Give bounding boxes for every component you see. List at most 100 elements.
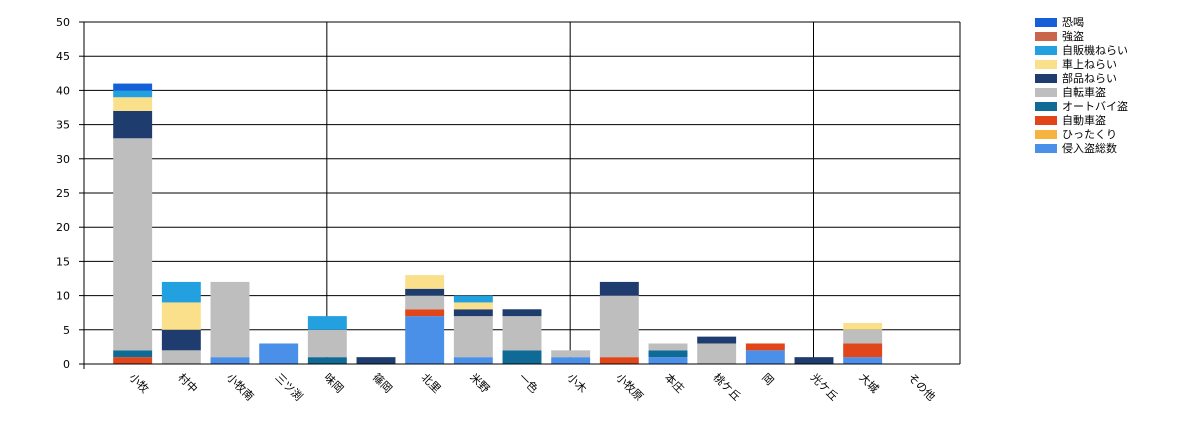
- legend-label: 車上ねらい: [1062, 58, 1117, 71]
- x-tick-label: 味岡: [321, 371, 346, 396]
- bar-segment: [745, 343, 785, 351]
- bar-segment: [113, 97, 153, 111]
- bar-segment: [405, 275, 445, 289]
- legend-item: 侵入盗総数: [1035, 141, 1128, 155]
- bar-segment: [551, 350, 591, 358]
- bar-segment: [161, 302, 201, 330]
- bar-segment: [697, 343, 737, 364]
- bar-segment: [405, 309, 445, 317]
- x-tick-label: 本庄: [662, 370, 687, 395]
- bar-segment: [453, 309, 493, 317]
- bar-segment: [453, 295, 493, 303]
- legend-label: 自動車盗: [1062, 114, 1106, 127]
- x-tick-label: 米野: [467, 371, 492, 396]
- legend-label: 自転車盗: [1062, 86, 1106, 99]
- y-tick-label: 0: [63, 358, 70, 371]
- bar-segment: [210, 357, 250, 364]
- bar-segment: [405, 295, 445, 310]
- x-tick-label: 小牧南: [224, 370, 257, 403]
- y-tick-label: 30: [56, 153, 70, 166]
- legend-label: 恐喝: [1062, 16, 1084, 29]
- x-tick-label: 三ツ渕: [273, 370, 306, 403]
- x-tick-label: 光ケ丘: [808, 370, 841, 403]
- y-tick-label: 40: [56, 84, 70, 97]
- bar-segment: [745, 350, 785, 364]
- legend-item: 恐喝: [1035, 15, 1128, 29]
- bar-segment: [307, 357, 347, 364]
- legend-item: 強盗: [1035, 29, 1128, 43]
- bar-segment: [453, 302, 493, 310]
- bar-segment: [161, 281, 201, 303]
- bar-segment: [843, 357, 883, 364]
- bar-segment: [843, 329, 883, 344]
- bar-segment: [356, 357, 396, 364]
- legend-swatch: [1035, 17, 1057, 27]
- x-tick-label: その他: [905, 371, 938, 404]
- bar-segment: [307, 316, 347, 330]
- x-tick-label: 篠岡: [370, 370, 395, 395]
- y-tick-label: 50: [56, 16, 70, 29]
- legend-label: 強盗: [1062, 30, 1084, 43]
- bar-segment: [113, 110, 153, 139]
- bar-segment: [794, 357, 834, 364]
- legend-label: 部品ねらい: [1062, 72, 1117, 85]
- x-tick-label: 大城: [857, 370, 882, 395]
- bar-segment: [697, 336, 737, 344]
- legend-swatch: [1035, 115, 1057, 125]
- y-tick-label: 35: [56, 119, 70, 132]
- bar-segment: [453, 357, 493, 364]
- bar-segment: [843, 343, 883, 358]
- legend-swatch: [1035, 143, 1057, 153]
- bar-segment: [161, 350, 201, 364]
- x-tick-label: 北里: [419, 371, 444, 396]
- legend-item: 部品ねらい: [1035, 71, 1128, 85]
- bar-segment: [502, 316, 542, 351]
- bar-segment: [259, 343, 299, 364]
- legend-swatch: [1035, 129, 1057, 139]
- legend: 恐喝 強盗 自販機ねらい 車上ねらい 部品ねらい 自転車盗 オートバイ盗 自動車盗 ひったくり侵…: [1035, 15, 1128, 155]
- legend-item: ひったくり: [1035, 127, 1128, 141]
- bar-segment: [113, 138, 153, 351]
- y-tick-label: 45: [56, 50, 70, 63]
- legend-label: 自販機ねらい: [1062, 44, 1128, 57]
- bar-segment: [648, 343, 688, 351]
- y-tick-label: 5: [63, 324, 70, 337]
- bar-segment: [502, 309, 542, 317]
- legend-swatch: [1035, 87, 1057, 97]
- legend-label: 侵入盗総数: [1062, 142, 1117, 155]
- bar-segment: [307, 329, 347, 358]
- bar-segment: [113, 90, 153, 98]
- x-tick-label: 村中: [175, 370, 200, 395]
- bar-segment: [113, 357, 153, 364]
- x-tick-label: 岡: [759, 371, 776, 388]
- bar-segment: [405, 288, 445, 296]
- legend-label: オートバイ盗: [1062, 100, 1128, 113]
- bar-segment: [502, 350, 542, 364]
- bar-segment: [113, 83, 153, 91]
- legend-item: オートバイ盗: [1035, 99, 1128, 113]
- bar-segment: [210, 281, 250, 358]
- legend-item: 自転車盗: [1035, 85, 1128, 99]
- x-tick-label: 一色: [516, 370, 541, 395]
- bar-segment: [405, 316, 445, 364]
- bar-segment: [648, 350, 688, 358]
- legend-item: 車上ねらい: [1035, 57, 1128, 71]
- x-tick-label: 小牧原: [613, 370, 646, 403]
- bar-segment: [551, 357, 591, 364]
- x-tick-label: 小牧: [127, 370, 152, 395]
- bar-segment: [453, 316, 493, 358]
- legend-swatch: [1035, 59, 1057, 69]
- legend-item: 自動車盗: [1035, 113, 1128, 127]
- bar-segment: [161, 329, 201, 351]
- y-tick-label: 20: [56, 221, 70, 234]
- bar-segment: [599, 295, 639, 358]
- legend-swatch: [1035, 73, 1057, 83]
- bar-segment: [648, 357, 688, 364]
- y-tick-label: 15: [56, 255, 70, 268]
- bar-segment: [599, 357, 639, 364]
- x-tick-label: 桃ケ丘: [711, 370, 744, 403]
- bar-segment: [843, 322, 883, 330]
- y-tick-label: 10: [56, 290, 70, 303]
